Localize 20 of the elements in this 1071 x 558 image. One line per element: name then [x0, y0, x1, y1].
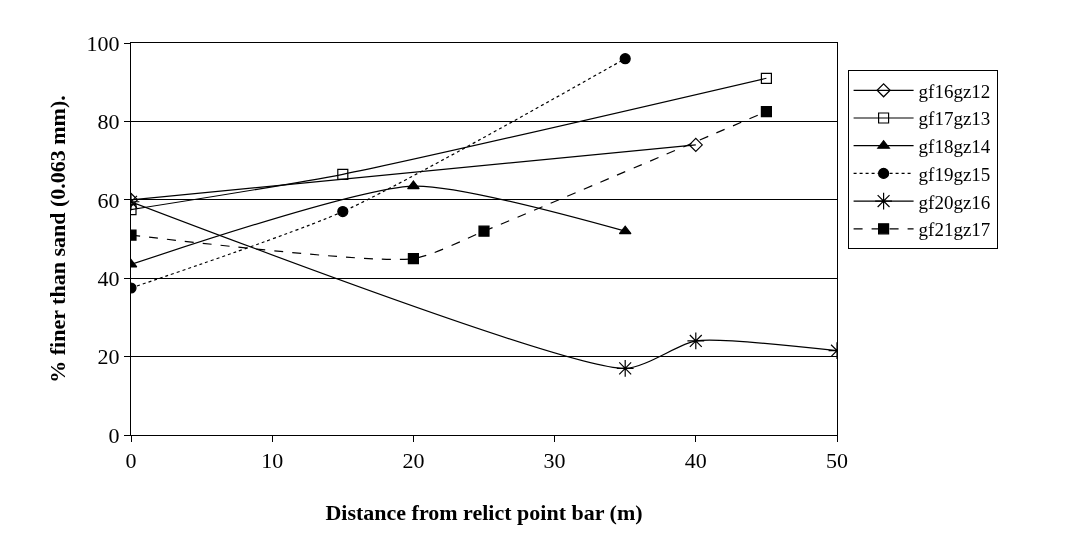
- legend-label: gf17gz13: [918, 108, 991, 130]
- legend-label: gf16gz12: [918, 80, 991, 102]
- legend-label: gf19gz15: [918, 163, 991, 185]
- y-tick-label: 40: [97, 265, 120, 291]
- legend-label: gf18gz14: [918, 136, 991, 158]
- y-axis-title: % finer than sand (0.063 mm).: [45, 95, 71, 383]
- x-tick-label: 0: [125, 448, 137, 474]
- x-tick-label: 40: [684, 448, 707, 474]
- y-tick-label: 20: [97, 344, 120, 370]
- x-axis-title: Distance from relict point bar (m): [325, 500, 643, 526]
- y-tick-label: 60: [97, 187, 120, 213]
- y-tick-label: 0: [108, 422, 120, 448]
- y-tick-label: 80: [97, 109, 120, 135]
- x-tick-label: 50: [826, 448, 848, 474]
- x-tick-label: 20: [402, 448, 425, 474]
- x-tick-label: 10: [261, 448, 284, 474]
- x-tick-label: 30: [543, 448, 566, 474]
- legend-label: gf20gz16: [918, 191, 991, 213]
- legend-label: gf21gz17: [918, 219, 991, 241]
- y-tick-label: 100: [86, 30, 120, 56]
